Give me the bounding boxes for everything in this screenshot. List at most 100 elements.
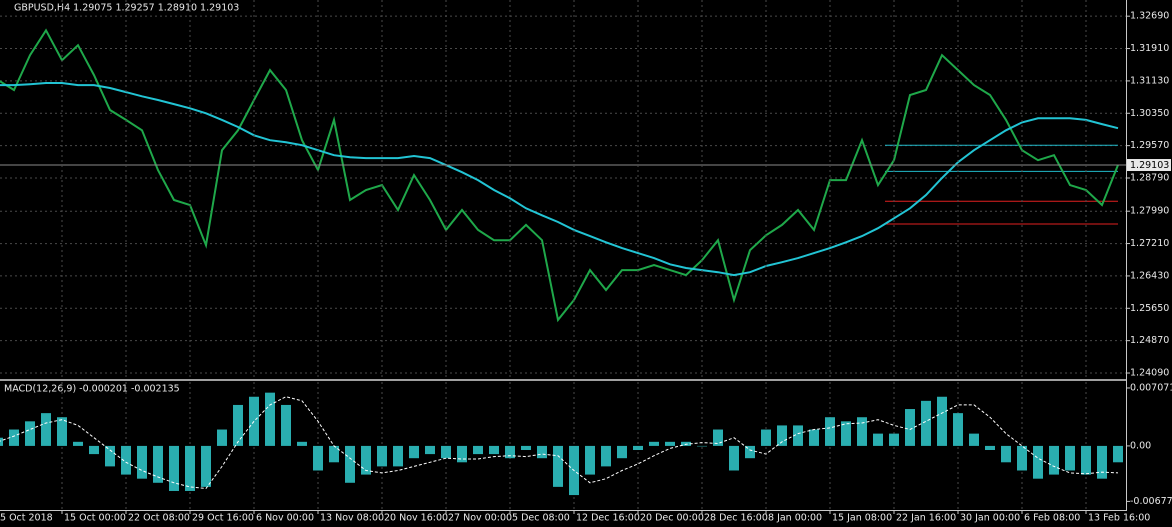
- histogram-bar: [889, 433, 899, 446]
- histogram-bar: [105, 445, 115, 467]
- histogram-bar: [505, 445, 515, 459]
- y-tick-label: 1.27990: [1130, 206, 1169, 217]
- price-title: GBPUSD,H4 1.29075 1.29257 1.28910 1.2910…: [14, 3, 239, 14]
- y-tick-label: 1.24870: [1130, 335, 1169, 346]
- histogram-bar: [537, 445, 547, 459]
- histogram-bar: [809, 429, 819, 446]
- histogram-bar: [745, 445, 755, 459]
- histogram-bar: [0, 437, 3, 446]
- histogram-bar: [25, 421, 35, 446]
- histogram-bar: [601, 445, 611, 467]
- panel: [0, 0, 1126, 378]
- histogram-bar: [9, 429, 19, 446]
- histogram-bar: [73, 441, 83, 446]
- x-tick-label: 5 Oct 2018: [0, 513, 53, 524]
- histogram-bar: [617, 445, 627, 459]
- y-tick-label: 1.28790: [1130, 173, 1169, 184]
- histogram-bar: [1001, 445, 1011, 463]
- y-tick-label: 1.29570: [1130, 140, 1169, 151]
- y-tick-label: 1.30350: [1130, 108, 1169, 119]
- x-tick-label: 15 Oct 00:00: [64, 513, 126, 524]
- current-price-box: [1127, 159, 1171, 172]
- y-tick-label: 1.26430: [1130, 270, 1169, 281]
- series-line: [0, 28, 1119, 323]
- histogram-bar: [953, 413, 963, 446]
- x-tick-label: 13 Feb 16:00: [1088, 513, 1150, 524]
- histogram-bar: [1017, 445, 1027, 471]
- histogram-bar: [649, 441, 659, 446]
- y-tick-label: 1.31130: [1130, 75, 1169, 86]
- histogram-bar: [393, 445, 403, 467]
- histogram-bar: [361, 445, 371, 475]
- y-tick-label: 1.27210: [1130, 238, 1169, 249]
- histogram-bar: [729, 445, 739, 471]
- panel: [0, 382, 1123, 509]
- histogram-bar: [153, 445, 163, 483]
- histogram-bar: [985, 445, 995, 451]
- y-tick-label: 0.00: [1130, 440, 1151, 451]
- histogram-bar: [121, 445, 131, 475]
- histogram-bar: [1065, 445, 1075, 471]
- histogram-bar: [185, 445, 195, 491]
- histogram-bar: [233, 404, 243, 446]
- histogram-bar: [553, 445, 563, 487]
- histogram-bar: [873, 433, 883, 446]
- x-tick-label: 28 Dec 16:00: [704, 513, 768, 524]
- y-tick-label: 1.32690: [1130, 11, 1169, 22]
- histogram-bar: [473, 445, 483, 455]
- y-tick-label: 1.31910: [1130, 43, 1169, 54]
- histogram-bar: [297, 441, 307, 446]
- histogram-bar: [1081, 445, 1091, 475]
- histogram-bar: [713, 429, 723, 446]
- histogram-bar: [857, 417, 867, 446]
- y-tick-label: 1.24090: [1130, 368, 1169, 379]
- histogram-bar: [329, 445, 339, 463]
- histogram-bar: [585, 445, 595, 475]
- y-tick-label: 1.25650: [1130, 303, 1169, 314]
- x-tick-label: 27 Nov 00:00: [448, 513, 512, 524]
- histogram-bar: [793, 425, 803, 446]
- histogram-bar: [905, 409, 915, 446]
- y-tick-label: 0.007071: [1130, 382, 1172, 393]
- histogram-bar: [633, 445, 643, 451]
- histogram-bar: [825, 417, 835, 446]
- histogram-bar: [89, 445, 99, 455]
- histogram-bar: [1049, 445, 1059, 475]
- histogram-bar: [41, 413, 51, 446]
- histogram-bar: [409, 445, 419, 459]
- x-tick-label: 20 Nov 16:00: [384, 513, 448, 524]
- current-price-label: 1.29103: [1130, 160, 1169, 171]
- histogram-bar: [1097, 445, 1107, 479]
- histogram-bar: [761, 429, 771, 446]
- histogram-bar: [265, 392, 275, 446]
- y-tick-label: -0.006772: [1130, 496, 1172, 507]
- histogram-bar: [281, 404, 291, 446]
- histogram-bar: [313, 445, 323, 471]
- histogram-bar: [1033, 445, 1043, 479]
- histogram-bar: [489, 445, 499, 455]
- series-line: [0, 396, 1119, 490]
- x-tick-label: 13 Nov 08:00: [320, 513, 384, 524]
- x-tick-label: 30 Jan 00:00: [960, 513, 1020, 524]
- histogram-bar: [777, 425, 787, 446]
- x-tick-label: 6 Nov 00:00: [256, 513, 314, 524]
- histogram-bar: [921, 400, 931, 446]
- x-tick-label: 5 Dec 08:00: [512, 513, 570, 524]
- histogram-bar: [169, 445, 179, 491]
- histogram-bar: [441, 445, 451, 459]
- histogram-bar: [377, 445, 387, 467]
- histogram-bar: [1113, 445, 1123, 463]
- x-tick-label: 22 Jan 16:00: [896, 513, 956, 524]
- histogram-bar: [697, 445, 707, 447]
- histogram-bar: [521, 445, 531, 451]
- histogram-bar: [425, 445, 435, 455]
- x-tick-label: 6 Feb 08:00: [1024, 513, 1080, 524]
- histogram-bar: [345, 445, 355, 483]
- x-tick-label: 15 Jan 08:00: [832, 513, 892, 524]
- series-line: [0, 82, 1119, 277]
- x-tick-label: 22 Oct 08:00: [128, 513, 190, 524]
- x-tick-label: 8 Jan 00:00: [768, 513, 822, 524]
- macd-title: MACD(12,26,9) -0.000201 -0.002135: [4, 384, 180, 395]
- histogram-bar: [137, 445, 147, 479]
